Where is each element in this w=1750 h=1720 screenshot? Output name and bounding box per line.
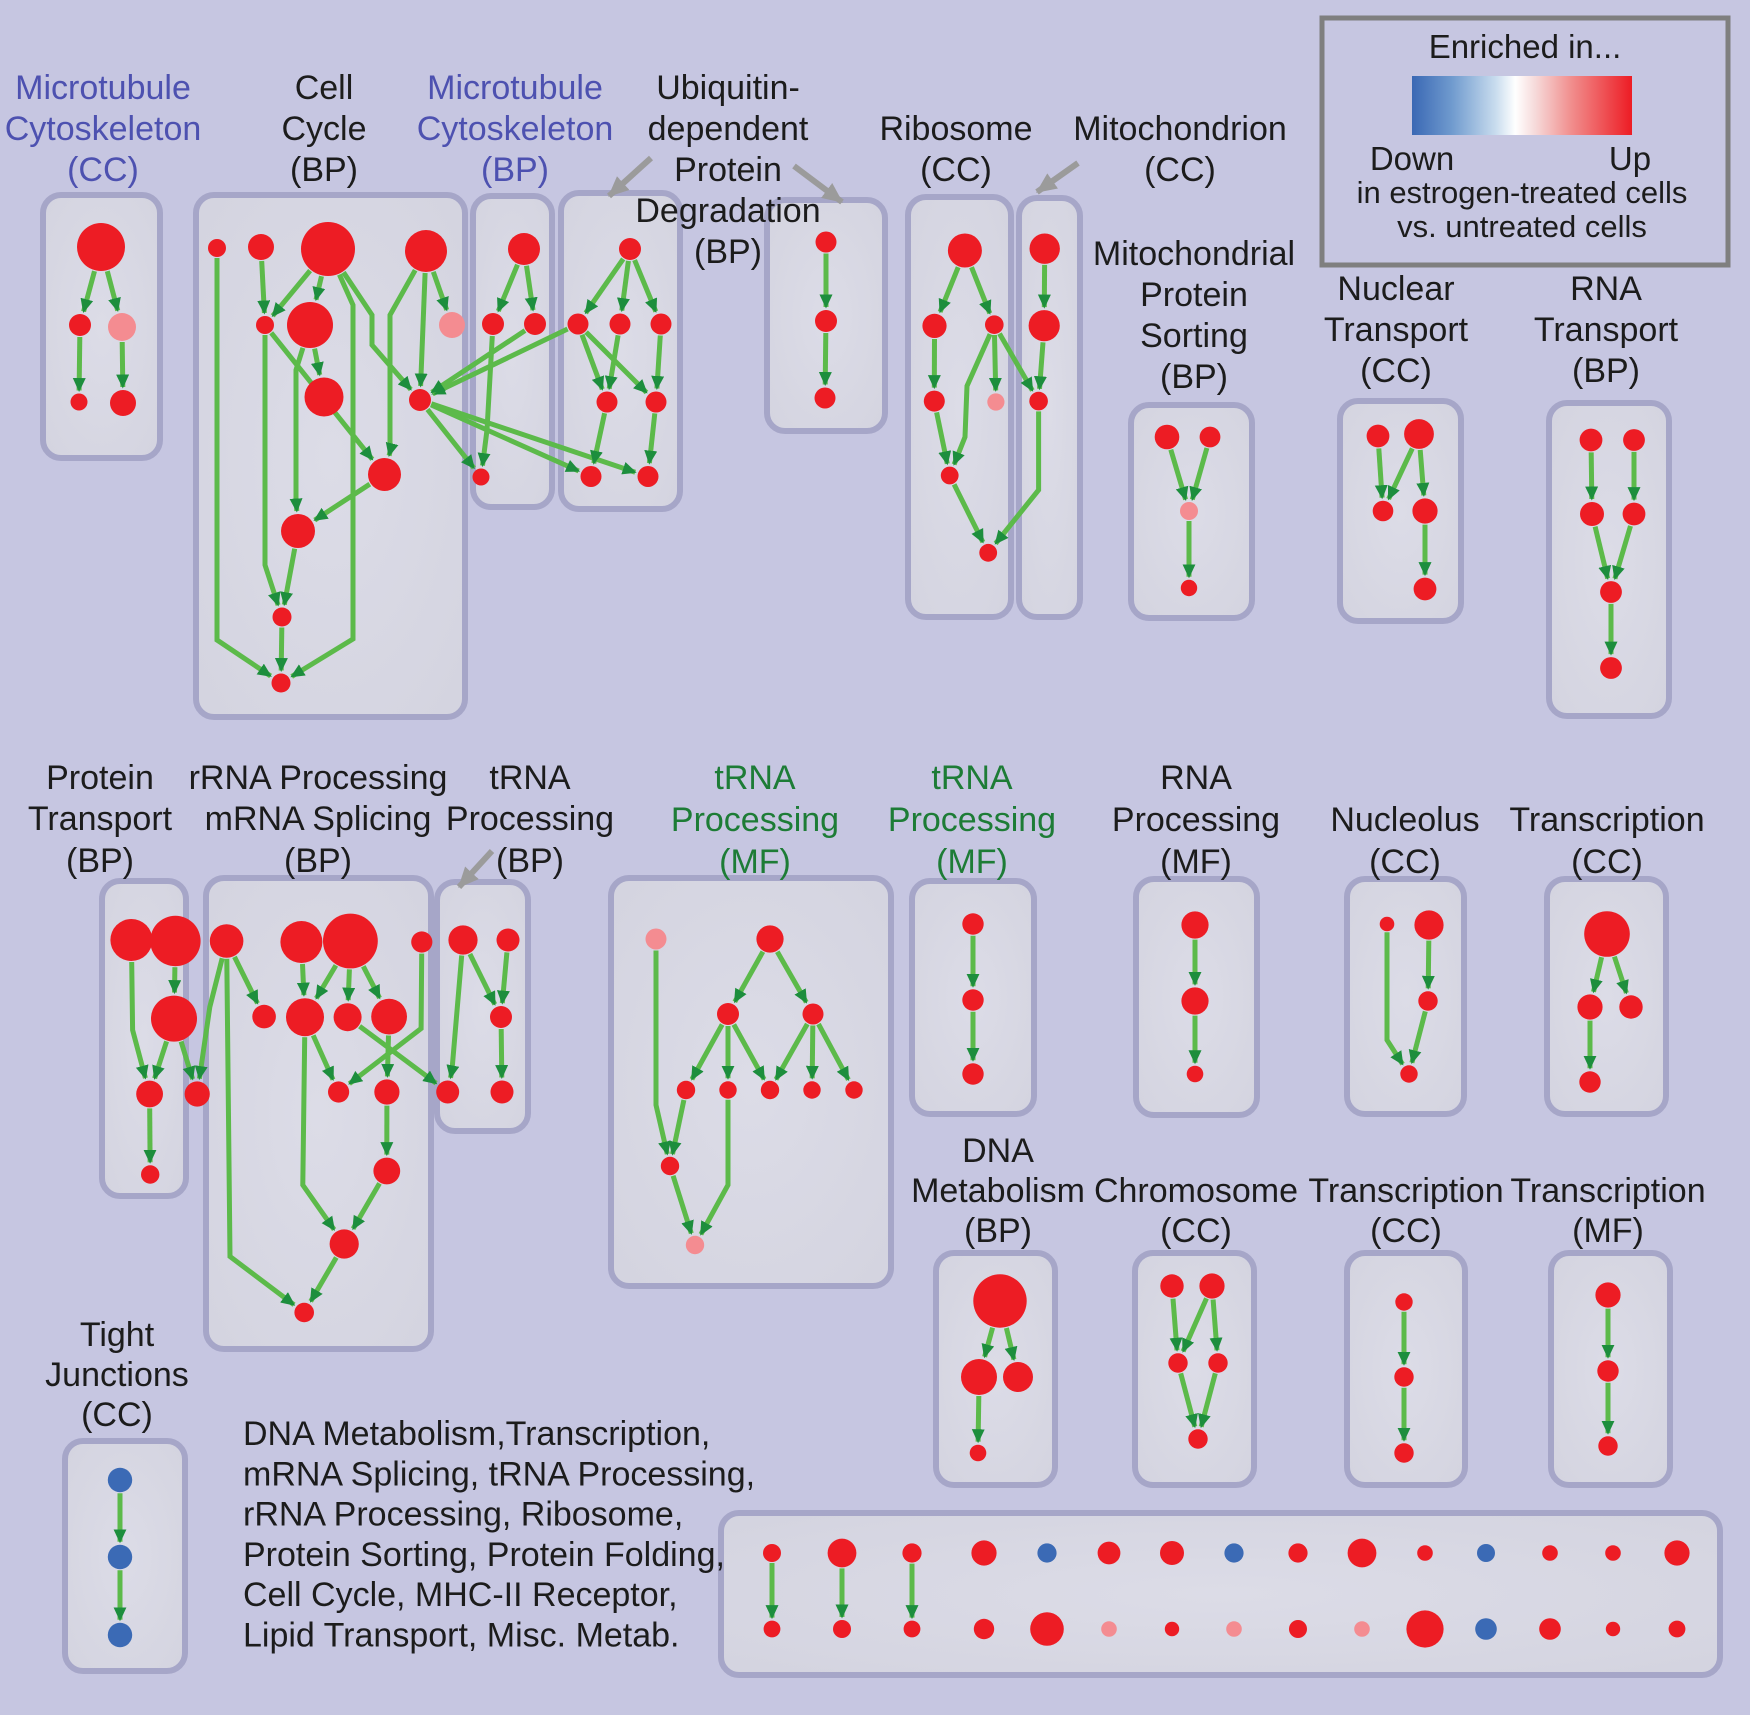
svg-text:Transcription: Transcription — [1509, 801, 1704, 839]
svg-text:(MF): (MF) — [719, 843, 791, 881]
svg-text:(BP): (BP) — [964, 1212, 1032, 1250]
svg-text:vs. untreated cells: vs. untreated cells — [1397, 209, 1647, 244]
svg-text:(CC): (CC) — [920, 151, 992, 189]
svg-text:(BP): (BP) — [1572, 352, 1640, 390]
svg-text:Cytoskeleton: Cytoskeleton — [5, 110, 202, 148]
svg-text:Transport: Transport — [1324, 311, 1469, 349]
svg-text:(BP): (BP) — [284, 842, 352, 880]
svg-text:(CC): (CC) — [81, 1396, 153, 1434]
svg-text:Mitochondrion: Mitochondrion — [1073, 110, 1287, 148]
svg-text:(BP): (BP) — [481, 151, 549, 189]
svg-text:DNA Metabolism,Transcription,: DNA Metabolism,Transcription, — [243, 1415, 710, 1453]
svg-text:Sorting: Sorting — [1140, 317, 1248, 355]
svg-text:(CC): (CC) — [67, 151, 139, 189]
svg-text:(CC): (CC) — [1370, 1212, 1442, 1250]
svg-text:Junctions: Junctions — [45, 1356, 189, 1394]
svg-text:Ribosome: Ribosome — [879, 110, 1032, 148]
svg-text:in estrogen-treated cells: in estrogen-treated cells — [1357, 175, 1688, 210]
svg-text:Transport: Transport — [1534, 311, 1679, 349]
svg-text:Protein Sorting, Protein Foldi: Protein Sorting, Protein Folding, — [243, 1536, 725, 1574]
svg-text:tRNA: tRNA — [931, 759, 1013, 797]
svg-text:Degradation: Degradation — [635, 192, 820, 230]
svg-text:(MF): (MF) — [1160, 843, 1232, 881]
svg-text:Protein: Protein — [674, 151, 782, 189]
svg-text:Transport: Transport — [28, 800, 173, 838]
svg-text:(BP): (BP) — [496, 842, 564, 880]
svg-text:Cycle: Cycle — [281, 110, 366, 148]
svg-text:Down: Down — [1370, 140, 1454, 177]
svg-text:(BP): (BP) — [694, 233, 762, 271]
svg-text:Enriched in...: Enriched in... — [1429, 28, 1622, 65]
svg-text:(CC): (CC) — [1360, 352, 1432, 390]
svg-text:rRNA Processing, Ribosome,: rRNA Processing, Ribosome, — [243, 1496, 683, 1534]
svg-text:Processing: Processing — [446, 800, 614, 838]
svg-text:Up: Up — [1609, 140, 1651, 177]
svg-text:RNA: RNA — [1160, 759, 1232, 797]
svg-text:(CC): (CC) — [1160, 1212, 1232, 1250]
svg-text:tRNA: tRNA — [714, 759, 796, 797]
svg-text:Microtubule: Microtubule — [427, 69, 603, 107]
svg-text:rRNA Processing: rRNA Processing — [189, 759, 448, 797]
svg-text:Processing: Processing — [1112, 801, 1280, 839]
svg-text:Protein: Protein — [46, 759, 154, 797]
svg-text:Chromosome: Chromosome — [1094, 1172, 1298, 1210]
svg-text:Transcription: Transcription — [1510, 1172, 1705, 1210]
svg-text:(CC): (CC) — [1369, 843, 1441, 881]
svg-text:Nuclear: Nuclear — [1337, 270, 1454, 308]
svg-text:(MF): (MF) — [936, 843, 1008, 881]
svg-text:Cell Cycle, MHC-II Receptor,: Cell Cycle, MHC-II Receptor, — [243, 1576, 678, 1614]
svg-text:mRNA Splicing, tRNA Processing: mRNA Splicing, tRNA Processing, — [243, 1455, 755, 1493]
svg-text:Cell: Cell — [295, 69, 354, 107]
svg-text:(CC): (CC) — [1571, 843, 1643, 881]
svg-text:Metabolism: Metabolism — [911, 1172, 1085, 1210]
svg-text:Cytoskeleton: Cytoskeleton — [417, 110, 614, 148]
svg-text:(CC): (CC) — [1144, 151, 1216, 189]
svg-text:DNA: DNA — [962, 1132, 1034, 1170]
svg-text:mRNA Splicing: mRNA Splicing — [205, 800, 432, 838]
svg-text:Lipid Transport, Misc. Metab.: Lipid Transport, Misc. Metab. — [243, 1617, 680, 1655]
svg-text:Protein: Protein — [1140, 276, 1248, 314]
svg-text:Transcription: Transcription — [1308, 1172, 1503, 1210]
svg-text:dependent: dependent — [648, 110, 809, 148]
svg-text:(MF): (MF) — [1572, 1212, 1644, 1250]
svg-text:Mitochondrial: Mitochondrial — [1093, 235, 1295, 273]
svg-text:(BP): (BP) — [1160, 358, 1228, 396]
svg-text:(BP): (BP) — [66, 842, 134, 880]
svg-text:Nucleolus: Nucleolus — [1330, 801, 1479, 839]
svg-text:Tight: Tight — [80, 1316, 155, 1354]
svg-text:Microtubule: Microtubule — [15, 69, 191, 107]
svg-text:Processing: Processing — [888, 801, 1056, 839]
svg-text:Ubiquitin-: Ubiquitin- — [656, 69, 800, 107]
svg-text:RNA: RNA — [1570, 270, 1642, 308]
svg-text:tRNA: tRNA — [489, 759, 571, 797]
svg-text:(BP): (BP) — [290, 151, 358, 189]
svg-text:Processing: Processing — [671, 801, 839, 839]
